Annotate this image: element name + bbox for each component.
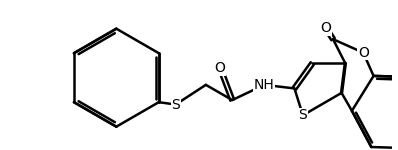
Text: NH: NH: [254, 78, 275, 92]
Text: O: O: [320, 21, 332, 35]
Text: S: S: [298, 108, 307, 122]
Text: O: O: [215, 61, 225, 75]
Text: S: S: [171, 98, 180, 112]
Text: O: O: [358, 46, 369, 60]
